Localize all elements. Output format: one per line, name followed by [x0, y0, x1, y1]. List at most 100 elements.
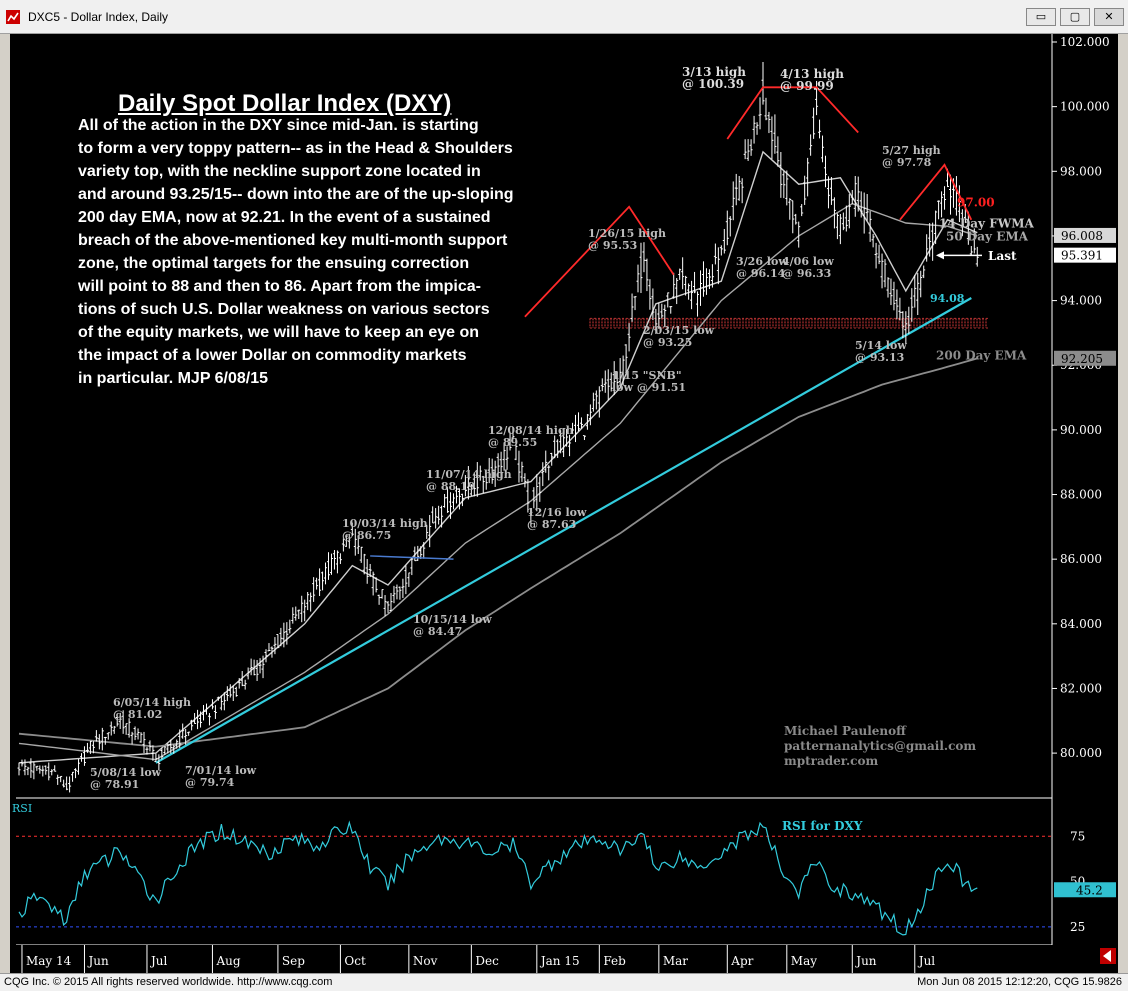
annotation-value: @ 86.75: [342, 529, 391, 542]
month-label: May: [791, 954, 817, 968]
left-shoulder-line: [524, 205, 675, 318]
annotation-value: @ 78.91: [90, 778, 139, 791]
status-bar: CQG Inc. © 2015 All rights reserved worl…: [0, 973, 1128, 991]
window-title: DXC5 - Dollar Index, Daily: [28, 10, 169, 24]
trend-value-label: 94.08: [930, 292, 965, 305]
price-tick-label: 100.000: [1060, 100, 1110, 114]
rsi-line: [18, 820, 978, 936]
title-bar[interactable]: DXC5 - Dollar Index, Daily ▭ ▢ ✕: [0, 0, 1128, 34]
ema-50-line: [18, 202, 978, 761]
last-arrow-icon: [936, 251, 944, 260]
fwma-label: 14 Day FWMA: [939, 217, 1034, 231]
ema200-label: 200 Day EMA: [936, 349, 1027, 363]
chart-background: [10, 34, 1118, 973]
timestamp-text: Mon Jun 08 2015 12:12:20, CQG 15.9826: [917, 976, 1122, 988]
price-chart-svg[interactable]: 6/05/14 high@ 81.02 5/08/14 low@ 78.91 7/0…: [10, 34, 1118, 973]
annotation-label: 4/06 low: [782, 255, 834, 268]
month-label: Jan 15: [539, 954, 580, 968]
head-shoulders-pattern: [524, 86, 973, 318]
price-tick-label: 94.000: [1060, 294, 1102, 308]
rsi-title: RSI: [12, 802, 32, 815]
annotation-value: @ 88.19: [426, 480, 475, 493]
ema50-price-tag: 96.008: [1061, 229, 1103, 243]
annotation-value: @ 81.02: [113, 708, 162, 721]
annotation-value: @ 100.39: [682, 77, 744, 91]
ema-200-line: [18, 357, 978, 748]
month-label: Mar: [663, 954, 688, 968]
annotation-label: 5/14 low: [855, 339, 907, 352]
price-tick-label: 88.000: [1060, 488, 1102, 502]
ema50-label: 50 Day EMA: [946, 230, 1029, 244]
price-tick-label: 86.000: [1060, 552, 1102, 566]
uptrend-line: [155, 297, 972, 764]
head-line: [726, 86, 859, 140]
chart-headline: Daily Spot Dollar Index (DXY): [118, 90, 452, 117]
annotation-label: 2/03/15 low: [643, 324, 715, 337]
month-label: Aug: [215, 954, 240, 968]
annotation-label: 5/27 high: [882, 144, 941, 157]
last-price-tag: 95.391: [1061, 249, 1103, 263]
month-label: Jul: [917, 954, 936, 968]
month-label: Oct: [344, 954, 366, 968]
month-label: Jul: [149, 954, 168, 968]
annotation-label: 11/07/14 high: [426, 468, 512, 481]
rsi-last-value: 45.2: [1076, 883, 1103, 897]
maximize-button[interactable]: ▢: [1060, 8, 1090, 26]
price-bars: [17, 61, 979, 793]
ema50-price-tag-box: [1054, 227, 1116, 243]
price-tick-label: 84.000: [1060, 617, 1102, 631]
month-label: May 14: [26, 954, 72, 968]
consolidation-line: [370, 555, 454, 560]
copyright-text: CQG Inc. © 2015 All rights reserved worl…: [4, 976, 333, 988]
price-tags: 96.008 95.391 92.205: [1054, 227, 1116, 366]
month-label: Feb: [603, 954, 626, 968]
annotation-label: 12/08/14 high: [488, 424, 574, 437]
annotation-label: 12/16 low: [527, 506, 587, 519]
annotation-value: @ 79.74: [185, 776, 235, 789]
month-label: Jun: [86, 954, 109, 968]
month-label: Apr: [730, 954, 753, 968]
rsi-series-label: RSI for DXY: [782, 819, 863, 833]
price-tick-label: 90.000: [1060, 423, 1102, 437]
minimize-button[interactable]: ▭: [1026, 8, 1056, 26]
annotation-label: 1/15 "SNB": [612, 369, 682, 382]
annotation-label: 10/15/14 low: [413, 613, 492, 626]
annotation-label: 4/13 high: [780, 67, 844, 81]
last-label: Last: [988, 249, 1017, 263]
annotation-value: @ 99.99: [780, 79, 834, 93]
annotation-label: 10/03/14 high: [342, 517, 428, 530]
annotation-value: @ 93.13: [855, 351, 904, 364]
month-label: Jun: [854, 954, 877, 968]
moving-averages: [18, 150, 978, 764]
annotation-value: @ 93.25: [643, 336, 692, 349]
time-axis-background: [10, 945, 1052, 973]
price-tick-label: 102.000: [1060, 35, 1110, 49]
annotation-value: @ 96.14: [736, 267, 786, 280]
annotation-value: @ 87.63: [527, 518, 576, 531]
annotation-value: @ 89.55: [488, 436, 537, 449]
analyst-commentary: All of the action in the DXY since mid-J…: [78, 117, 514, 387]
month-label: Nov: [413, 954, 438, 968]
annotation-label: 5/08/14 low: [90, 766, 162, 779]
window-controls: ▭ ▢ ✕: [1026, 8, 1124, 26]
target-97-label: 97.00: [957, 196, 995, 210]
price-tick-label: 80.000: [1060, 746, 1102, 760]
rsi-last-box: [1054, 882, 1116, 898]
month-label: Dec: [475, 954, 499, 968]
scroll-arrow-icon[interactable]: [1100, 948, 1116, 964]
annotation-label: 1/26/15 high: [588, 227, 666, 240]
price-tick-label: 82.000: [1060, 681, 1102, 695]
month-label: Sep: [282, 954, 305, 968]
close-button[interactable]: ✕: [1094, 8, 1124, 26]
time-axis: May 14 Jun Jul Aug Sep Oct Nov Dec Jan 15 Feb Mar A…: [10, 945, 1052, 973]
ema200-price-tag-box: [1054, 350, 1116, 366]
ema200-price-tag: 92.205: [1061, 352, 1103, 366]
analyst-credit: Michael Paulenoff patternanalytics@gmail…: [784, 724, 976, 769]
annotation-value: @ 95.53: [588, 239, 637, 252]
last-price-tag-box: [1054, 247, 1116, 263]
chart-canvas[interactable]: 6/05/14 high @ 81.02 5/08/14 low @ 78.91 7/0…: [10, 34, 1118, 973]
credit-site: mptrader.com: [784, 754, 879, 768]
trendline: [155, 297, 972, 764]
